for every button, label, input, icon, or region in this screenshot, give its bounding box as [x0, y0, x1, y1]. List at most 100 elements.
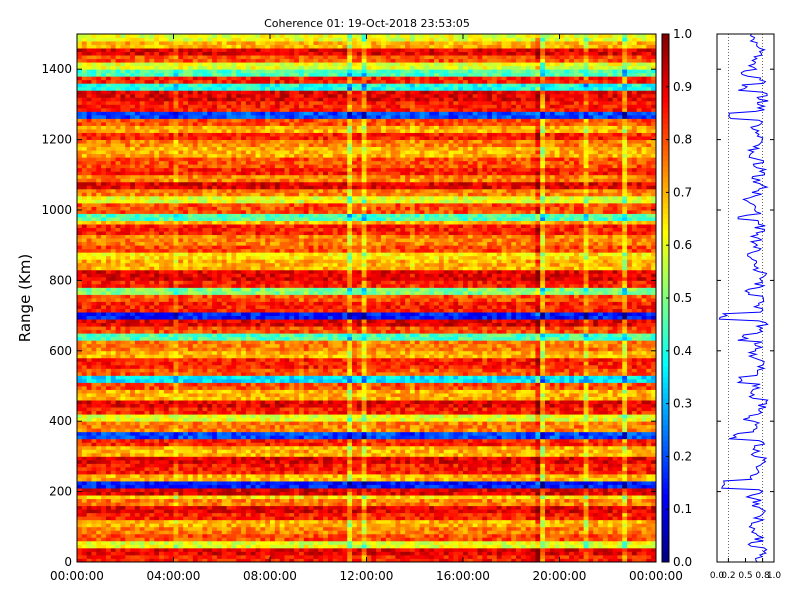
heatmap-cell [545, 452, 551, 457]
heatmap-cell [313, 484, 319, 489]
heatmap-cell [429, 558, 435, 563]
heatmap-cell [245, 484, 252, 489]
heatmap-cell [434, 516, 440, 521]
heatmap-cell [130, 452, 136, 457]
heatmap-cell [376, 526, 382, 531]
heatmap-cell [583, 502, 589, 507]
heatmap-cell [540, 530, 546, 535]
heatmap-cell [149, 526, 155, 531]
heatmap-cell [216, 424, 223, 429]
heatmap-cell [260, 526, 266, 531]
heatmap-cell [395, 435, 401, 440]
heatmap-cell [588, 481, 594, 485]
heatmap-cell [231, 466, 237, 471]
heatmap-cell [216, 474, 223, 478]
heatmap-cell [583, 474, 589, 478]
heatmap-cell [380, 509, 387, 514]
heatmap-cell [134, 474, 141, 478]
heatmap-cell [183, 459, 189, 464]
heatmap-cell [115, 530, 121, 535]
heatmap-cell [520, 537, 527, 542]
heatmap-cell [231, 488, 237, 492]
heatmap-cell [463, 481, 469, 485]
heatmap-cell [327, 456, 334, 461]
heatmap-cell [183, 463, 189, 468]
heatmap-cell [120, 481, 126, 485]
heatmap-cell [125, 544, 131, 549]
heatmap-cell [187, 445, 194, 450]
heatmap-cell [516, 456, 522, 461]
heatmap-cell [583, 456, 589, 461]
heatmap-cell [144, 424, 150, 429]
heatmap-cell [77, 438, 83, 443]
heatmap-cell [241, 456, 247, 461]
heatmap-cell [631, 554, 638, 559]
heatmap-cell [646, 435, 652, 440]
heatmap-cell [289, 470, 295, 475]
heatmap-cell [636, 435, 642, 440]
heatmap-cell [530, 484, 536, 489]
heatmap-cell [313, 414, 319, 419]
heatmap-cell [77, 516, 83, 521]
heatmap-cell [342, 547, 348, 552]
heatmap-cell [81, 421, 88, 426]
heatmap-cell [607, 516, 613, 521]
heatmap-cell [91, 481, 97, 485]
heatmap-cell [313, 519, 319, 524]
heatmap-cell [598, 488, 604, 492]
heatmap-cell [554, 519, 560, 524]
heatmap-cell [313, 445, 319, 450]
heatmap-cell [554, 558, 560, 563]
heatmap-cell [337, 459, 343, 464]
heatmap-cell [226, 477, 232, 482]
heatmap-cell [327, 417, 334, 422]
heatmap-cell [318, 512, 324, 517]
heatmap-cell [414, 431, 420, 436]
heatmap-cell [409, 537, 416, 542]
heatmap-cell [545, 558, 551, 563]
heatmap-cell [651, 509, 657, 514]
heatmap-cell [482, 459, 488, 464]
heatmap-cell [631, 495, 638, 500]
heatmap-cell [294, 502, 300, 507]
heatmap-cell [81, 417, 88, 422]
heatmap-cell [221, 530, 227, 535]
heatmap-cell [323, 505, 329, 510]
heatmap-cell [236, 484, 242, 489]
heatmap-cell [487, 516, 493, 521]
heatmap-cell [154, 484, 160, 489]
heatmap-cell [323, 495, 329, 500]
heatmap-cell [366, 481, 372, 485]
heatmap-cell [255, 495, 261, 500]
heatmap-cell [279, 424, 285, 429]
heatmap-cell [192, 526, 199, 531]
heatmap-cell [516, 537, 522, 542]
heatmap-cell [453, 438, 459, 443]
heatmap-cell [130, 477, 136, 482]
heatmap-cell [134, 505, 141, 510]
heatmap-cell [187, 530, 194, 535]
heatmap-cell [487, 435, 493, 440]
heatmap-cell [173, 424, 179, 429]
heatmap-cell [313, 537, 319, 542]
heatmap-cell [448, 554, 454, 559]
heatmap-cell [545, 491, 551, 496]
heatmap-cell [289, 452, 295, 457]
heatmap-cell [569, 526, 575, 531]
heatmap-cell [607, 558, 613, 563]
heatmap-cell [202, 449, 208, 454]
heatmap-cell [221, 456, 227, 461]
heatmap-cell [308, 435, 314, 440]
heatmap-cell [197, 551, 203, 556]
heatmap-cell [530, 452, 536, 457]
heatmap-cell [134, 449, 141, 454]
heatmap-cell [472, 554, 478, 559]
heatmap-cell [545, 512, 551, 517]
heatmap-cell [187, 509, 194, 514]
heatmap-cell [501, 547, 507, 552]
heatmap-cell [289, 495, 295, 500]
heatmap-cell [216, 491, 223, 496]
heatmap-cell [366, 470, 372, 475]
heatmap-cell [144, 438, 150, 443]
heatmap-cell [226, 516, 232, 521]
